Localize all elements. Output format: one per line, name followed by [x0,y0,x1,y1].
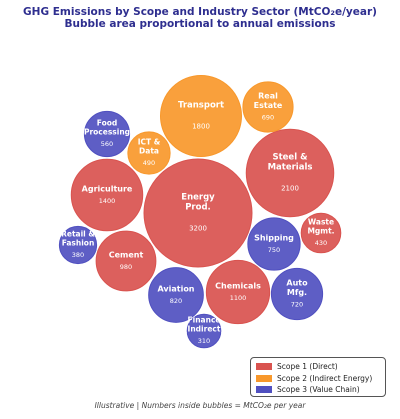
bubble-label-retail-fashion: Retail & Fashion [61,230,95,248]
bubble-value-cement: 980 [120,263,132,271]
bubble-waste-mgmt: Waste Mgmt. 430 [300,212,342,254]
bubble-value-waste-mgmt: 430 [315,239,327,247]
bubble-value-energy-prod: 3200 [189,225,207,233]
bubble-label-cement: Cement [109,250,144,259]
bubble-energy-prod: Energy Prod. 3200 [143,158,253,268]
bubble-label-steel-materials: Steel & Materials [268,153,313,173]
bubble-finance-indirect: Finance (Indirect) 310 [184,313,224,349]
bubble-retail-fashion: Retail & Fashion 380 [58,225,98,265]
legend-swatch-scope3 [256,386,272,393]
bubble-steel-materials: Steel & Materials 2100 [245,128,335,218]
bubble-value-ict-data: 490 [143,159,155,167]
bubble-circle-transport [160,75,242,157]
bubble-circle-steel-materials [245,128,335,218]
bubble-label-food-processing: Food Processing [84,119,130,137]
legend-swatch-scope1 [256,363,272,370]
bubble-circle-waste-mgmt [300,212,342,254]
bubble-food-processing: Food Processing 560 [83,110,131,158]
legend-label-scope3: Scope 3 (Value Chain) [277,385,360,394]
bubble-value-chemicals: 1100 [230,294,247,302]
bubble-circle-ict-data [127,131,171,175]
bubble-label-chemicals: Chemicals [215,281,261,290]
bubble-value-aviation: 820 [170,297,182,305]
bubble-label-real-estate: Real Estate [254,92,283,111]
bubble-label-shipping: Shipping [254,233,294,242]
bubble-label-transport: Transport [178,101,224,111]
bubble-circle-aviation [148,267,204,323]
bubble-label-energy-prod: Energy Prod. [181,193,215,213]
legend-item-scope3: Scope 3 (Value Chain) [256,384,380,395]
bubble-cement: Cement 980 [95,230,157,292]
bubble-shipping: Shipping 750 [247,217,301,271]
bubble-value-real-estate: 690 [262,114,274,122]
bubble-label-auto-mfg: Auto Mfg. [286,279,308,298]
bubble-auto-mfg: Auto Mfg. 720 [270,267,324,321]
bubble-circle-auto-mfg [270,267,324,321]
bubble-circle-real-estate [242,81,294,133]
footnote: Illustrative | Numbers inside bubbles = … [94,401,306,410]
bubble-value-shipping: 750 [268,246,280,254]
legend-item-scope1: Scope 1 (Direct) [256,361,380,372]
bubble-circle-food-processing [83,110,131,158]
bubble-circle-retail-fashion [58,225,98,265]
bubble-agriculture: Agriculture 1400 [70,158,144,232]
bubble-label-aviation: Aviation [157,284,194,293]
bubble-circle-finance-indirect [186,313,222,349]
legend-item-scope2: Scope 2 (Indirect Energy) [256,373,380,384]
bubble-circle-cement [95,230,157,292]
bubble-value-food-processing: 560 [101,140,113,148]
bubble-label-waste-mgmt: Waste Mgmt. [307,218,334,236]
legend-label-scope2: Scope 2 (Indirect Energy) [277,373,373,383]
chart-subtitle: Bubble area proportional to annual emiss… [64,18,336,30]
bubble-value-finance-indirect: 310 [198,337,210,345]
bubble-value-transport: 1800 [192,123,210,131]
bubble-value-steel-materials: 2100 [281,185,299,193]
bubble-circle-chemicals [205,259,271,325]
bubble-value-agriculture: 1400 [99,197,116,205]
bubble-value-auto-mfg: 720 [291,301,303,309]
bubble-label-agriculture: Agriculture [82,184,133,193]
bubble-label-finance-indirect: Finance (Indirect) [184,316,224,334]
bubble-value-retail-fashion: 380 [72,251,84,259]
bubble-label-ict-data: ICT & Data [138,138,161,156]
legend-swatch-scope2 [256,374,272,382]
bubble-transport: Transport 1800 [160,75,242,157]
bubble-ict-data: ICT & Data 490 [127,131,171,175]
bubble-chemicals: Chemicals 1100 [205,259,271,325]
legend: Scope 1 (Direct) Scope 2 (Indirect Energ… [250,357,386,397]
bubble-circle-energy-prod [143,158,253,268]
chart-title: GHG Emissions by Scope and Industry Sect… [23,6,377,18]
bubble-real-estate: Real Estate 690 [242,81,294,133]
bubble-circle-shipping [247,217,301,271]
bubble-aviation: Aviation 820 [148,267,204,323]
legend-label-scope1: Scope 1 (Direct) [277,362,338,371]
bubble-circle-agriculture [70,158,144,232]
